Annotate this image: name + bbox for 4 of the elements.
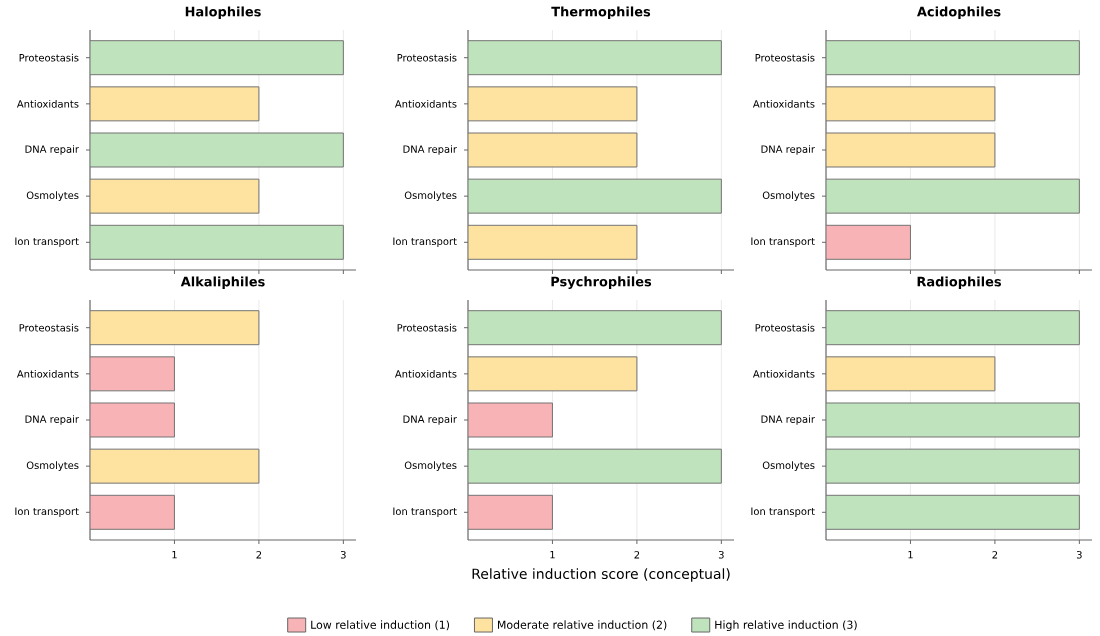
bar bbox=[468, 494, 553, 530]
bar bbox=[468, 402, 553, 438]
bar bbox=[468, 448, 722, 484]
bar bbox=[468, 310, 722, 346]
